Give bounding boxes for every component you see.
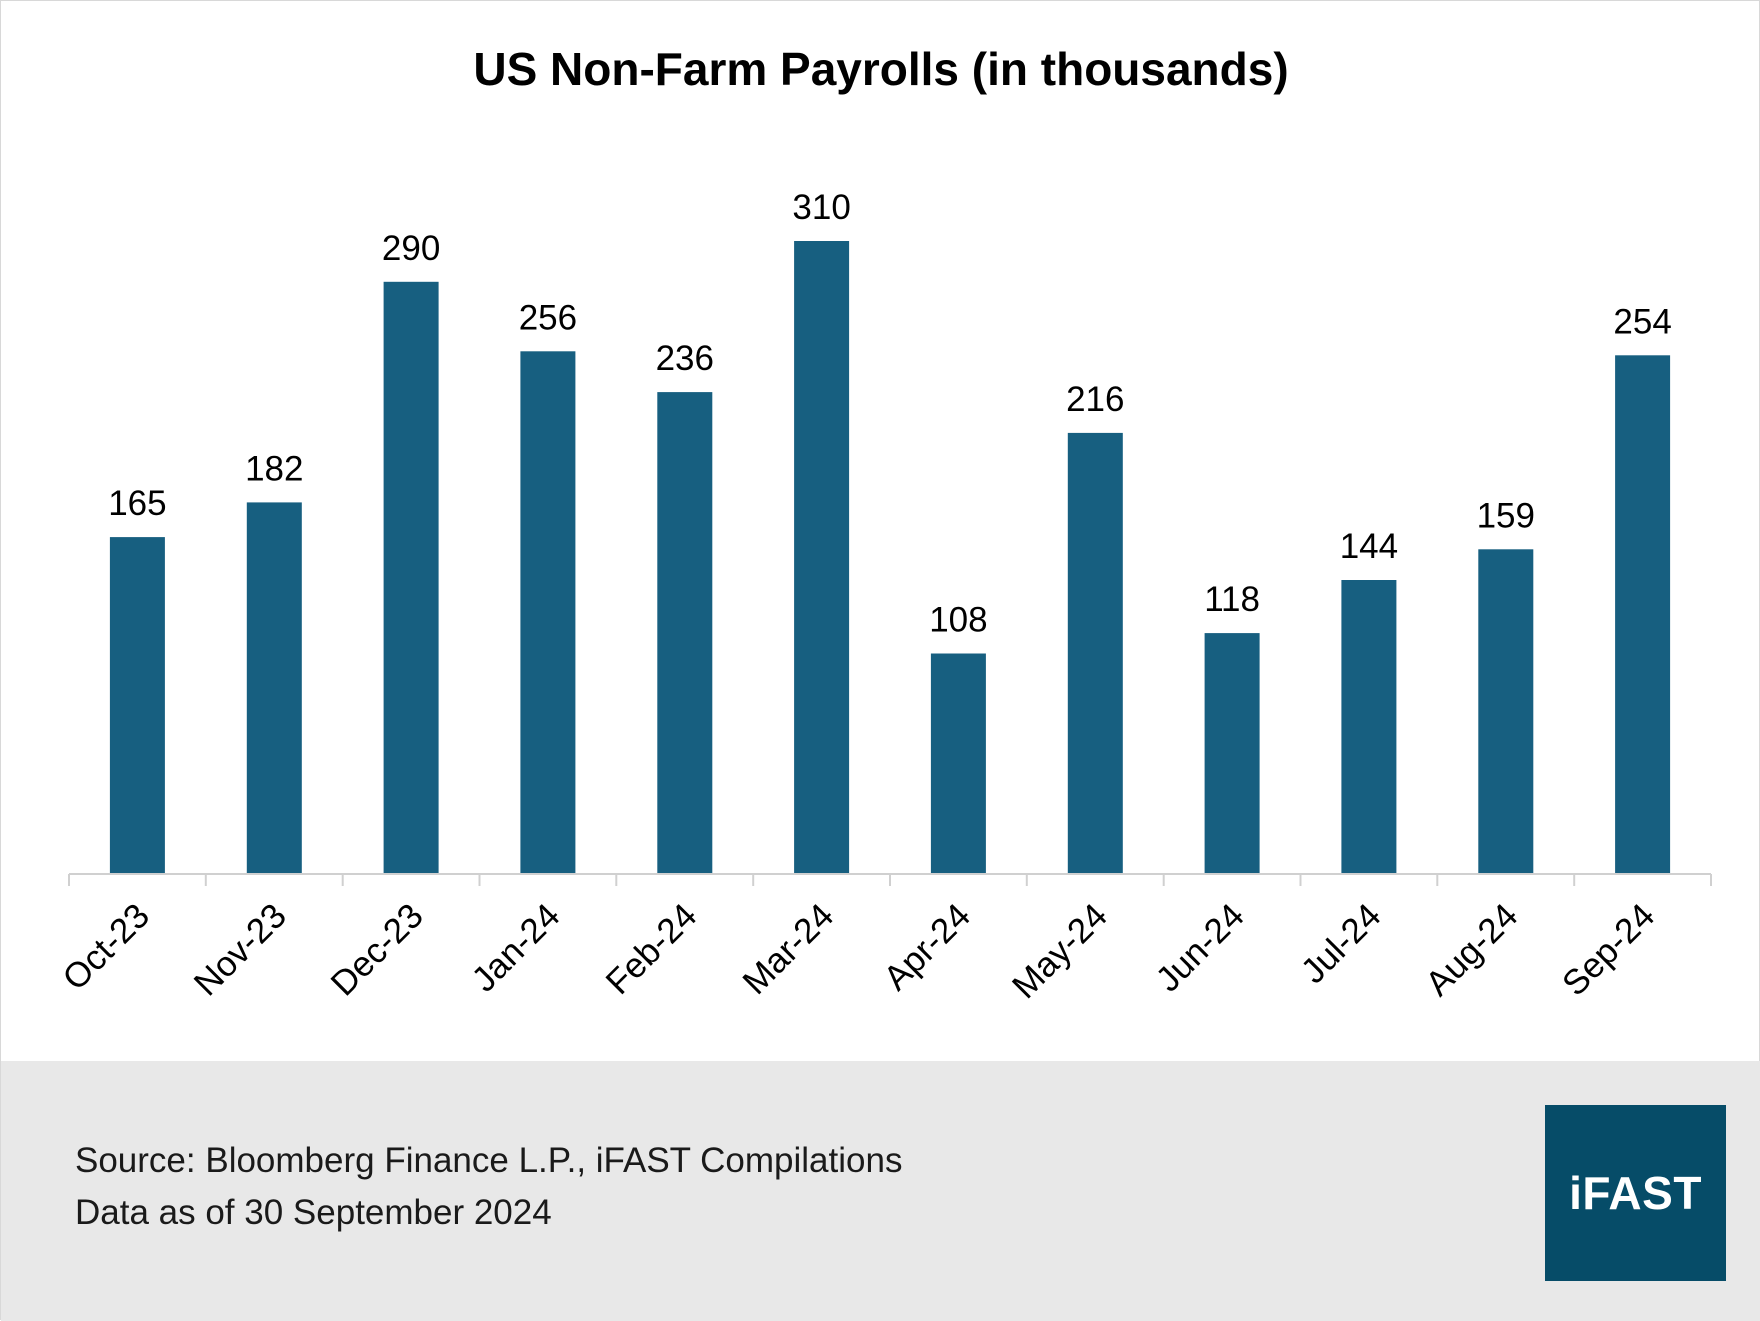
value-label-jan-24: 256 (519, 298, 577, 337)
bar-aug-24 (1478, 549, 1534, 874)
x-tick-label-oct-23: Oct-23 (55, 896, 157, 998)
bar-sep-24 (1615, 355, 1671, 874)
x-tick-label-nov-23: Nov-23 (187, 896, 294, 1003)
x-tick-label-dec-23: Dec-23 (323, 896, 430, 1003)
value-label-oct-23: 165 (108, 484, 166, 523)
x-tick-label-aug-24: Aug-24 (1418, 896, 1525, 1003)
bar-mar-24 (794, 241, 850, 874)
bar-jan-24 (520, 351, 576, 874)
value-label-jul-24: 144 (1340, 527, 1398, 566)
bar-oct-23 (109, 537, 165, 874)
value-label-apr-24: 108 (929, 601, 987, 640)
value-label-nov-23: 182 (245, 449, 303, 488)
value-labels-group: 165 182 290 256 236 310 108 216 118 144 159 254 (108, 188, 1672, 640)
source-note: Source: Bloomberg Finance L.P., iFAST Co… (75, 1141, 903, 1180)
value-label-feb-24: 236 (656, 339, 714, 378)
bar-jul-24 (1341, 580, 1397, 874)
x-tick-label-jun-24: Jun-24 (1148, 896, 1251, 999)
x-tick-label-may-24: May-24 (1005, 896, 1115, 1006)
bar-dec-23 (383, 281, 439, 874)
value-label-jun-24: 118 (1204, 580, 1260, 619)
value-label-sep-24: 254 (1613, 302, 1671, 341)
ifast-logo: iFAST (1545, 1105, 1726, 1281)
x-tick-label-sep-24: Sep-24 (1555, 896, 1662, 1003)
chart-title: US Non-Farm Payrolls (in thousands) (473, 43, 1288, 95)
value-label-may-24: 216 (1066, 380, 1124, 419)
x-tick-labels-group: Oct-23 Nov-23 Dec-23 Jan-24 Feb-24 Mar-24 Apr-… (55, 896, 1662, 1006)
value-label-dec-23: 290 (382, 229, 440, 268)
bar-nov-23 (246, 502, 302, 874)
value-label-aug-24: 159 (1477, 496, 1535, 535)
x-tick-label-jan-24: Jan-24 (464, 896, 567, 999)
bar-chart: US Non-Farm Payrolls (in thousands) 1651… (55, 43, 1712, 1006)
logo-text: iFAST (1569, 1167, 1702, 1219)
x-tick-label-apr-24: Apr-24 (876, 896, 978, 998)
bar-may-24 (1067, 432, 1123, 874)
bar-jun-24 (1204, 633, 1260, 874)
value-label-mar-24: 310 (792, 188, 850, 227)
x-tick-label-mar-24: Mar-24 (735, 896, 841, 1002)
x-tick-label-feb-24: Feb-24 (598, 896, 704, 1002)
footer-panel (1, 1061, 1760, 1321)
bar-apr-24 (930, 653, 986, 874)
bar-feb-24 (657, 392, 713, 874)
x-axis (68, 873, 1712, 886)
x-tick-label-jul-24: Jul-24 (1294, 896, 1389, 991)
data-date-note: Data as of 30 September 2024 (75, 1193, 552, 1232)
bars-group (109, 241, 1671, 874)
